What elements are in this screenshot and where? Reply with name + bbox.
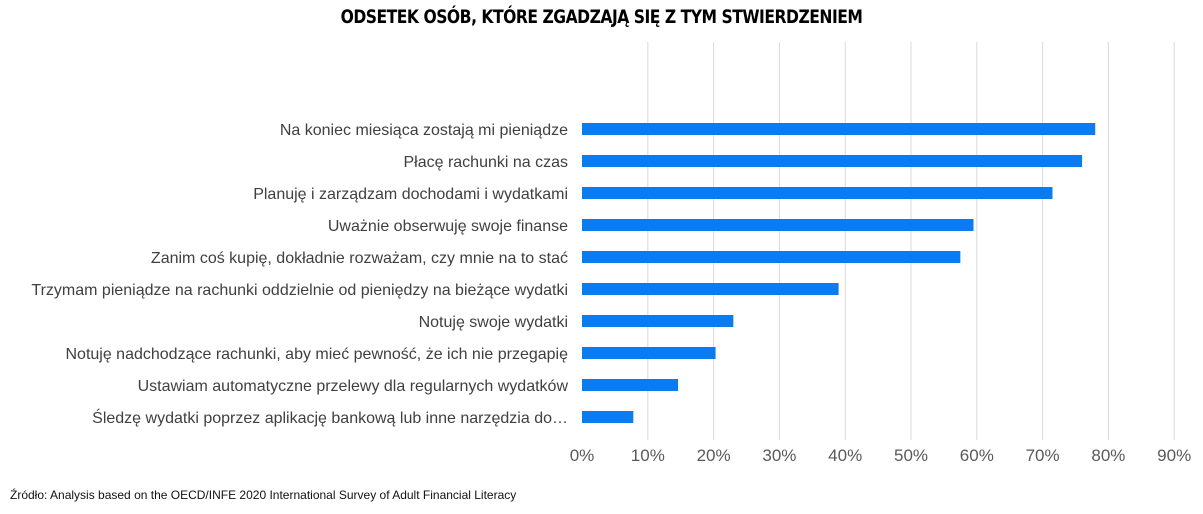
bar bbox=[582, 251, 961, 263]
x-axis-ticks: 0% 10% 20% 30% 40% 50% 60% 70% 80% 90% bbox=[570, 446, 1192, 465]
bar bbox=[582, 123, 1096, 135]
x-tick-label: 60% bbox=[960, 446, 994, 465]
bar bbox=[582, 379, 679, 391]
bars bbox=[582, 123, 1096, 423]
category-label: Na koniec miesiąca zostają mi pieniądze bbox=[280, 122, 568, 139]
category-labels: Na koniec miesiąca zostają mi pieniądze P… bbox=[31, 122, 568, 427]
category-label: Zanim coś kupię, dokładnie rozważam, czy… bbox=[151, 250, 568, 267]
category-label: Trzymam pieniądze na rachunki oddzielnie… bbox=[31, 282, 568, 299]
x-tick-label: 50% bbox=[894, 446, 928, 465]
category-label: Uważnie obserwuję swoje finanse bbox=[328, 218, 568, 235]
bar bbox=[582, 219, 974, 231]
category-label: Płacę rachunki na czas bbox=[403, 154, 568, 171]
gridlines bbox=[647, 42, 1175, 440]
x-tick-label: 20% bbox=[697, 446, 731, 465]
x-tick-label: 10% bbox=[631, 446, 665, 465]
x-tick-label: 70% bbox=[1026, 446, 1060, 465]
x-tick-label: 40% bbox=[828, 446, 862, 465]
category-label: Ustawiam automatyczne przelewy dla regul… bbox=[138, 378, 569, 395]
category-label: Śledzę wydatki poprzez aplikację bankową… bbox=[92, 408, 568, 427]
bar bbox=[582, 187, 1053, 199]
category-label: Planuję i zarządzam dochodami i wydatkam… bbox=[253, 186, 568, 203]
bar bbox=[582, 315, 734, 327]
x-tick-label: 80% bbox=[1091, 446, 1125, 465]
bar bbox=[582, 347, 716, 359]
chart-title: ODSETEK OSÓB, KTÓRE ZGADZAJĄ SIĘ Z TYM S… bbox=[340, 6, 863, 28]
bar bbox=[582, 411, 634, 423]
chart-source-note: Źródło: Analysis based on the OECD/INFE … bbox=[10, 488, 517, 502]
x-tick-label: 90% bbox=[1157, 446, 1191, 465]
bar bbox=[582, 155, 1083, 167]
category-label: Notuję swoje wydatki bbox=[419, 314, 568, 331]
category-label: Notuję nadchodzące rachunki, aby mieć pe… bbox=[65, 346, 568, 363]
x-tick-label: 0% bbox=[570, 446, 595, 465]
bar bbox=[582, 283, 839, 295]
x-tick-label: 30% bbox=[762, 446, 796, 465]
